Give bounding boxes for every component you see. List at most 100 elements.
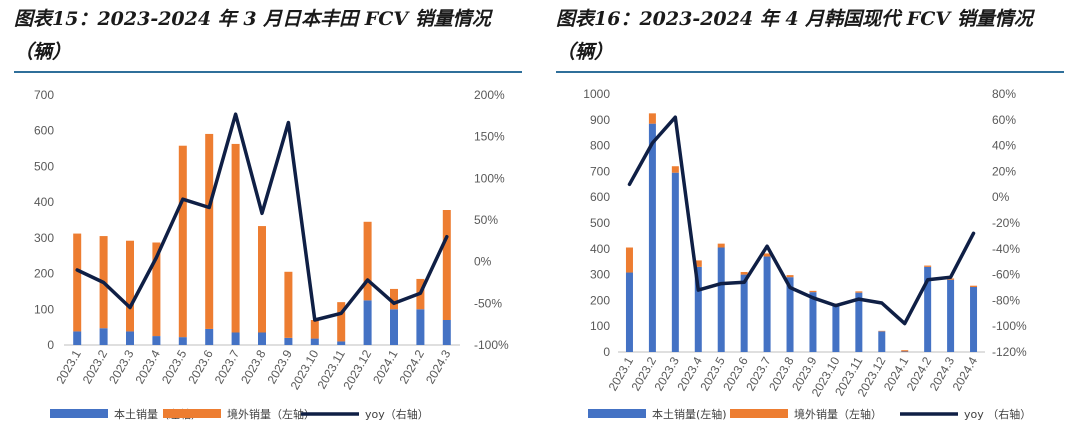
- bar-overseas: [178, 145, 187, 338]
- right-axis-tick-label: 100%: [474, 171, 505, 185]
- bar-overseas: [786, 275, 794, 278]
- legend-swatch: [163, 409, 221, 418]
- category-label: 2024.3: [423, 347, 454, 386]
- bar-domestic: [442, 320, 451, 345]
- right-axis-tick-label: 40%: [992, 139, 1016, 153]
- left-axis-tick-label: 700: [34, 88, 54, 102]
- title-divider-1: [14, 71, 522, 73]
- bar-overseas: [152, 242, 161, 337]
- yoy-line: [627, 115, 976, 326]
- bar-overseas: [205, 133, 214, 329]
- legend-label: yoy（右轴）: [365, 407, 429, 421]
- left-axis-tick-label: 0: [603, 345, 610, 359]
- title-divider-2: [556, 71, 1064, 73]
- bar-overseas: [717, 243, 725, 248]
- category-label: 2024.1: [370, 347, 401, 386]
- legend-label: 境外销量（左轴）: [227, 407, 315, 421]
- bar-overseas: [625, 247, 633, 273]
- bar-overseas: [284, 271, 293, 338]
- right-axis-tick-label: -60%: [992, 268, 1020, 282]
- bar-overseas: [363, 221, 372, 301]
- right-axis-tick-label: 150%: [474, 130, 505, 144]
- category-label: 2023.2: [80, 347, 111, 386]
- left-axis-tick-label: 800: [590, 139, 610, 153]
- left-axis-tick-label: 400: [34, 195, 54, 209]
- bar-domestic: [763, 256, 771, 352]
- right-axis-tick-label: 0%: [992, 190, 1010, 204]
- bar-domestic: [258, 332, 266, 345]
- legend-label: 境外销量（左轴）: [794, 407, 882, 421]
- left-axis-tick-label: 100: [590, 319, 610, 333]
- left-axis-tick-label: 500: [590, 216, 610, 230]
- bar-overseas: [970, 285, 978, 287]
- left-axis-tick-label: 300: [34, 231, 54, 245]
- bar-domestic: [363, 300, 372, 345]
- bar-domestic: [855, 292, 863, 352]
- bar-domestic: [924, 266, 932, 352]
- right-axis-tick-label: 200%: [474, 88, 505, 102]
- category-label: 2023.6: [185, 347, 216, 386]
- bar-overseas: [947, 278, 955, 280]
- bar-overseas: [671, 166, 679, 173]
- category-label: 2023.1: [53, 347, 84, 386]
- right-axis-tick-label: 50%: [474, 213, 498, 227]
- bar-domestic: [878, 331, 886, 352]
- right-axis-tick-label: -100%: [474, 338, 509, 352]
- bar-domestic: [73, 331, 82, 345]
- category-label: 2023.4: [133, 347, 164, 386]
- left-axis-tick-label: 500: [34, 159, 54, 173]
- bar-domestic: [126, 331, 134, 345]
- right-axis-tick-label: 80%: [992, 87, 1016, 101]
- bar-domestic: [284, 337, 293, 345]
- bar-domestic: [99, 328, 108, 345]
- bar-domestic: [390, 309, 398, 345]
- chart-title-2-line2: （辆）: [556, 41, 614, 63]
- bar-domestic: [231, 332, 240, 345]
- bar-overseas: [390, 288, 398, 310]
- chart-title-1: 图表15：2023-2024 年 3 月日本丰田 FCV 销量情况 （辆）: [14, 3, 524, 69]
- bar-domestic: [717, 247, 725, 352]
- bar-domestic: [152, 336, 161, 345]
- bar-domestic: [310, 338, 319, 345]
- bar-domestic: [337, 341, 346, 345]
- bar-overseas: [763, 253, 771, 257]
- left-axis-tick-label: 200: [34, 267, 54, 281]
- left-axis-tick-label: 700: [590, 164, 610, 178]
- bar-domestic: [416, 309, 425, 345]
- left-axis-tick-label: 600: [590, 190, 610, 204]
- bar-domestic: [832, 304, 840, 352]
- chart-title-2-line1: 图表16：2023-2024 年 4 月韩国现代 FCV 销量情况: [556, 8, 1033, 30]
- right-axis-tick-label: 0%: [474, 255, 492, 269]
- left-axis-tick-label: 100: [34, 302, 54, 316]
- category-label: 2023.8: [238, 347, 269, 386]
- legend-swatch: [588, 409, 646, 418]
- chart-title-1-line2: （辆）: [14, 41, 72, 63]
- bar-domestic: [970, 286, 978, 352]
- bar-domestic: [178, 337, 187, 345]
- bar-overseas: [901, 350, 909, 352]
- right-axis-tick-label: -40%: [992, 242, 1020, 256]
- bar-domestic: [694, 266, 702, 352]
- legend-swatch: [50, 409, 108, 418]
- bar-overseas: [442, 210, 451, 320]
- bar-overseas: [126, 240, 134, 332]
- category-label: 2023.5: [159, 347, 190, 386]
- left-axis-tick-label: 900: [590, 113, 610, 127]
- legend-label: 本土销量(左轴): [652, 407, 727, 421]
- legend-swatch: [730, 409, 788, 418]
- bar-domestic: [205, 328, 214, 345]
- right-axis-tick-label: -100%: [992, 319, 1027, 333]
- bar-overseas: [73, 233, 82, 332]
- bar-domestic: [648, 123, 656, 352]
- bar-domestic: [786, 277, 794, 352]
- right-axis-tick-label: -80%: [992, 293, 1020, 307]
- right-axis-tick-label: 20%: [992, 164, 1016, 178]
- left-axis-tick-label: 600: [34, 124, 54, 138]
- bar-overseas: [258, 226, 266, 333]
- category-label: 2024.2: [397, 347, 428, 386]
- bar-overseas: [231, 143, 240, 333]
- bar-domestic: [809, 292, 817, 352]
- bar-overseas: [740, 272, 748, 275]
- category-label: 2023.3: [106, 347, 137, 386]
- bar-overseas: [310, 320, 319, 339]
